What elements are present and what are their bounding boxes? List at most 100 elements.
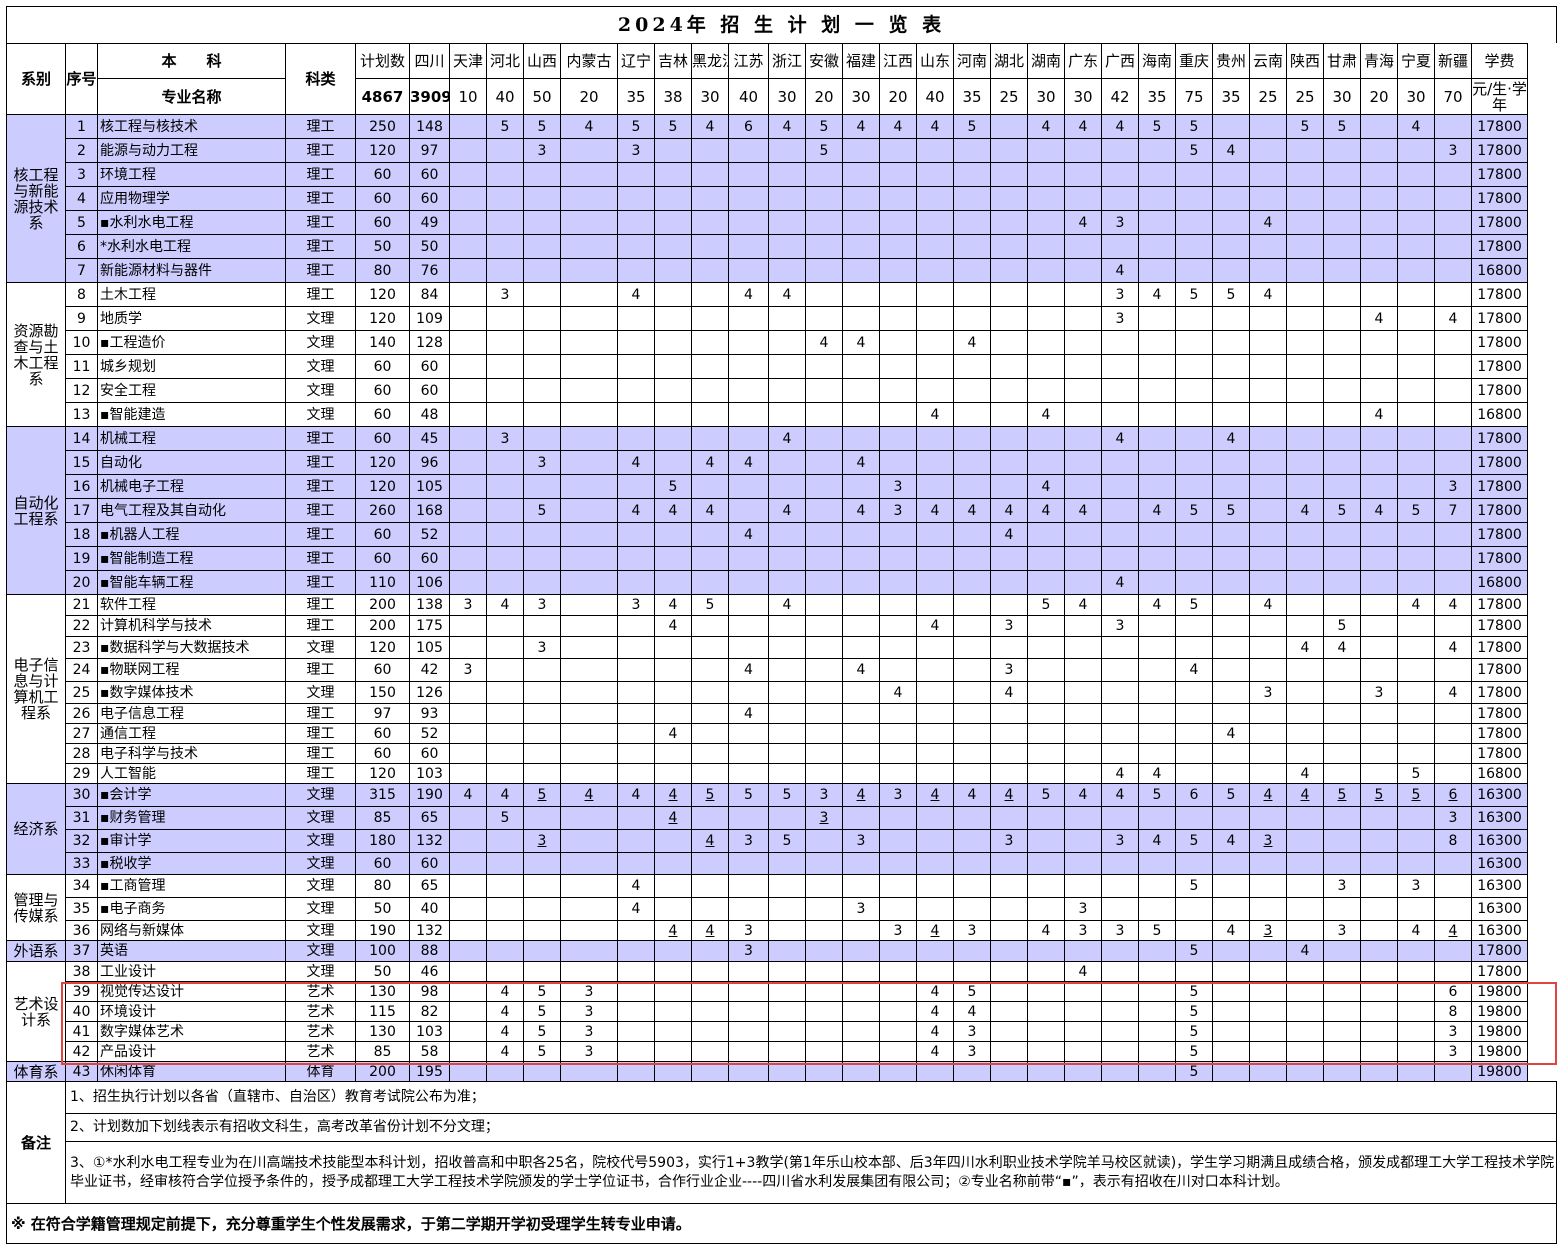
plan-cell: 120 (355, 636, 410, 659)
quota-cell (768, 1061, 806, 1082)
quota-cell (691, 940, 729, 962)
quota-cell: 4 (916, 1001, 954, 1022)
quota-cell (1397, 354, 1435, 379)
quota-cell: 190 (409, 783, 450, 807)
quota-cell: 4 (1027, 114, 1065, 139)
quota-cell (654, 186, 692, 211)
table-row: 5 ▪水利水电工程 理工 60 49 4 3 4 17800 (7, 210, 1557, 235)
quota-cell (1138, 1061, 1176, 1082)
quota-cell (842, 723, 880, 744)
quota-cell (1360, 920, 1398, 941)
quota-cell (1434, 162, 1472, 187)
quota-cell (1434, 378, 1472, 403)
quota-cell: 5 (1138, 783, 1176, 807)
quota-cell (617, 426, 655, 451)
quota-cell (560, 330, 618, 355)
quota-cell (1286, 234, 1324, 259)
quota-cell (1064, 703, 1102, 724)
seq-cell: 38 (65, 961, 98, 982)
fee-cell: 17800 (1471, 546, 1528, 571)
quota-cell (654, 940, 692, 962)
fee-cell: 17800 (1471, 498, 1528, 523)
quota-cell: 4 (842, 658, 880, 682)
quota-cell (805, 282, 843, 307)
quota-cell (1138, 1021, 1176, 1042)
quota-cell: 103 (409, 1021, 450, 1042)
quota-cell (1397, 703, 1435, 724)
quota-cell: 5 (953, 981, 991, 1002)
plan-cell: 100 (355, 940, 410, 962)
quota-cell (1138, 852, 1176, 875)
quota-cell (879, 1041, 917, 1062)
quota-cell (1175, 703, 1213, 724)
plan-cell: 120 (355, 763, 410, 784)
quota-cell (1101, 636, 1139, 659)
quota-cell (805, 450, 843, 475)
quota-cell (1027, 615, 1065, 637)
quota-cell (1101, 378, 1139, 403)
seq-cell: 7 (65, 258, 98, 283)
quota-cell: 4 (691, 498, 729, 523)
quota-cell (842, 378, 880, 403)
province-total: 70 (1434, 78, 1472, 115)
table-row: 28 电子科学与技术 理工 60 60 17800 (7, 743, 1557, 764)
quota-cell (560, 570, 618, 595)
quota-cell (1064, 354, 1102, 379)
quota-cell: 4 (842, 498, 880, 523)
quota-cell (523, 852, 561, 875)
table-row: 艺术设计系 38 工业设计 文理 50 46 4 17800 (6, 961, 1557, 1062)
quota-cell (486, 615, 524, 637)
quota-cell (1434, 426, 1472, 451)
major-name: 环境工程 (97, 162, 286, 187)
quota-cell: 7 (1434, 498, 1472, 523)
seq-cell: 1 (65, 114, 98, 139)
quota-cell (1212, 186, 1250, 211)
quota-cell (1212, 210, 1250, 235)
quota-cell (953, 258, 991, 283)
quota-cell (728, 426, 769, 451)
quota-cell: 3 (1434, 474, 1472, 499)
quota-cell (1323, 981, 1361, 1002)
quota-cell: 5 (1175, 874, 1213, 898)
quota-cell (1212, 874, 1250, 898)
fee-cell: 17800 (1471, 234, 1528, 259)
quota-cell (1138, 981, 1176, 1002)
quota-cell (1212, 961, 1250, 982)
page-title: 2024年 招 生 计 划 一 览 表 (6, 6, 1557, 43)
header-province: 河北 (486, 43, 524, 79)
quota-cell (1286, 743, 1324, 764)
quota-cell (449, 1021, 487, 1042)
quota-cell (1434, 897, 1472, 921)
plan-cell: 140 (355, 330, 410, 355)
quota-cell: 5 (1212, 783, 1250, 807)
quota-cell (953, 402, 991, 427)
quota-cell (449, 615, 487, 637)
quota-cell: 4 (486, 594, 524, 616)
table-row: 6 *水利水电工程 理工 50 50 17800 (7, 234, 1557, 259)
quota-cell (617, 806, 655, 830)
quota-cell (1286, 282, 1324, 307)
quota-cell: 40 (409, 897, 450, 921)
quota-cell (916, 961, 954, 982)
quota-cell (805, 743, 843, 764)
type-cell: 文理 (285, 783, 356, 807)
quota-cell (728, 234, 769, 259)
quota-cell (1360, 258, 1398, 283)
quota-cell (1397, 743, 1435, 764)
header-province: 吉林 (654, 43, 692, 79)
quota-cell: 4 (916, 114, 954, 139)
quota-cell (523, 474, 561, 499)
quota-cell (990, 897, 1028, 921)
quota-cell (617, 186, 655, 211)
quota-cell: 4 (842, 783, 880, 807)
quota-cell (953, 594, 991, 616)
quota-cell: 5 (1175, 981, 1213, 1002)
quota-cell (1249, 186, 1287, 211)
quota-cell: 4 (1101, 570, 1139, 595)
quota-cell (617, 852, 655, 875)
quota-cell (1397, 806, 1435, 830)
quota-cell (1434, 282, 1472, 307)
quota-cell: 5 (1175, 498, 1213, 523)
quota-cell (1175, 615, 1213, 637)
quota-cell (953, 426, 991, 451)
